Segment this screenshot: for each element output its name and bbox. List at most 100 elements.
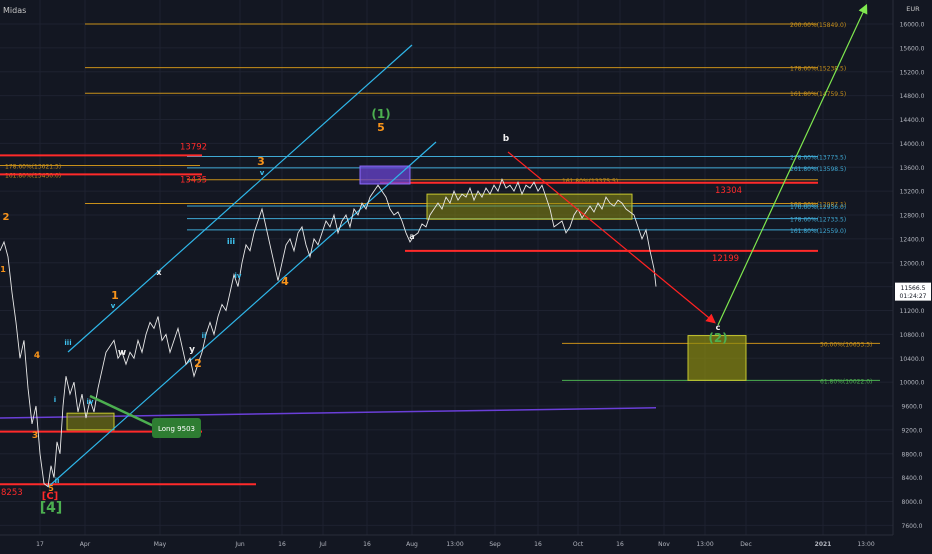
fib-level-label: 176.60%(12956.0): [790, 204, 846, 211]
wave-label: iv: [87, 398, 94, 406]
time-tick-label: 13:00: [857, 541, 874, 548]
long-callout: Long 9503: [89, 394, 201, 438]
time-tick-label: 17: [36, 541, 44, 548]
price-tick-label: 15600.0: [900, 45, 925, 52]
wave-label: iii: [227, 237, 235, 246]
wave-label: y: [189, 345, 195, 355]
wave-label: b: [503, 134, 510, 144]
projection-down-arrow: [507, 151, 716, 324]
fib-level-label: 178.60%(15238.5): [790, 66, 846, 73]
time-tick-label: 16: [534, 541, 542, 548]
price-tick-label: 12000.0: [900, 260, 925, 267]
wave-label: 4: [281, 275, 289, 288]
time-tick-label: Jun: [234, 541, 245, 548]
price-axis[interactable]: 16000.0 15600.0 15200.0 14800.0 14400.0 14000…: [892, 0, 932, 554]
price-tick-label: 10800.0: [900, 332, 925, 339]
wave-label: (2): [708, 331, 727, 345]
wave-label: 1: [111, 289, 119, 302]
wave-label: (1): [371, 107, 390, 121]
fib-level-label: 278.60%(13773.5): [790, 155, 846, 162]
support-level-label: 13792: [180, 142, 207, 152]
price-tick-label: 9200.0: [902, 427, 923, 434]
supply-box: [359, 165, 411, 185]
wave-label: i: [54, 396, 56, 404]
candle-countdown: 01:24:27: [900, 293, 927, 300]
current-price-label: 11566.5: [901, 285, 926, 292]
callout-box: [152, 418, 201, 438]
price-line: [0, 177, 657, 488]
price-tick-label: 15200.0: [900, 69, 925, 76]
channel-upper-line: [67, 44, 413, 353]
time-tick-label: 2021: [815, 541, 832, 548]
fib-level-label: 50.00%(10653.5): [820, 341, 872, 348]
price-tick-label: 7600.0: [902, 523, 923, 530]
price-tick-label: 12800.0: [900, 213, 925, 220]
time-tick-label: Nov: [658, 541, 670, 548]
current-price-badge: [895, 282, 931, 301]
wave-label: a: [409, 232, 414, 241]
price-axis-bg: [893, 0, 932, 535]
time-tick-label: 16: [363, 541, 371, 548]
entry-box: [66, 412, 115, 431]
time-tick-label: Dec: [740, 541, 752, 548]
target-box: [687, 335, 747, 381]
fib-level-label: 100.00%(12987.1): [790, 201, 846, 208]
fib-level-label: 161.80%(13450.0): [5, 172, 61, 179]
wave-label: ii: [55, 477, 60, 485]
zone-boxes: [66, 165, 747, 431]
wave-label: c: [716, 323, 721, 332]
time-tick-label: 16: [616, 541, 624, 548]
time-tick-label: Jul: [318, 541, 327, 548]
fib-level-label: 178.60%(13621.5): [5, 163, 61, 170]
range-box: [426, 193, 633, 220]
wave-label: 5: [377, 121, 385, 134]
price-series: [0, 177, 657, 488]
time-tick-label: Sep: [489, 541, 501, 548]
price-tick-label: 16000.0: [900, 22, 925, 29]
time-axis[interactable]: 17 Apr May Jun 16 Jul 16 Aug 13:00 Sep 16 Oct 16 Nov 1…: [0, 534, 932, 550]
fib-level-label: 161.80%(12559.0): [790, 228, 846, 235]
grid: [0, 0, 893, 550]
wave-label: [4]: [40, 500, 63, 516]
price-tick-label: 10000.0: [900, 380, 925, 387]
price-tick-label: 8000.0: [902, 499, 923, 506]
price-tick-label: 14800.0: [900, 93, 925, 100]
fib-level-label: 200.00%(15849.0): [790, 22, 846, 29]
time-tick-label: 16: [278, 541, 286, 548]
price-tick-label: 8400.0: [902, 475, 923, 482]
wave-label: iv: [235, 272, 242, 280]
wave-label: w: [118, 348, 126, 358]
fib-level-label: 161.80%(14759.5): [790, 91, 846, 98]
wave-label: 2: [194, 357, 202, 370]
time-tick-label: Oct: [573, 541, 584, 548]
wave-label: 5: [48, 484, 54, 493]
currency-label: EUR: [906, 5, 920, 13]
fib-level-label: 161.80%(13375.5): [562, 178, 618, 185]
wave-label: 2: [3, 212, 10, 223]
window-title: Midas: [3, 6, 26, 15]
trend-channels: [47, 44, 437, 488]
time-tick-label: Apr: [80, 541, 91, 548]
projection-arrows: [507, 3, 868, 326]
price-tick-label: 13200.0: [900, 189, 925, 196]
wave-label: x: [156, 268, 162, 277]
time-tick-label: Aug: [406, 541, 418, 548]
price-tick-label: 14400.0: [900, 117, 925, 124]
support-level-label: 12199: [712, 254, 739, 264]
price-tick-label: 11200.0: [900, 308, 925, 315]
wave-label: v: [111, 302, 116, 310]
price-tick-label: 13600.0: [900, 165, 925, 172]
price-tick-label: 8800.0: [902, 451, 923, 458]
price-tick-label: 12400.0: [900, 236, 925, 243]
support-level-label: 13304: [715, 186, 742, 196]
support-level-label: 8253: [1, 488, 23, 498]
callout-label: Long 9503: [158, 425, 195, 433]
time-tick-label: May: [154, 541, 167, 548]
wave-label: iii: [64, 339, 71, 347]
wave-label: 3: [32, 431, 38, 441]
price-tick-label: 14000.0: [900, 141, 925, 148]
